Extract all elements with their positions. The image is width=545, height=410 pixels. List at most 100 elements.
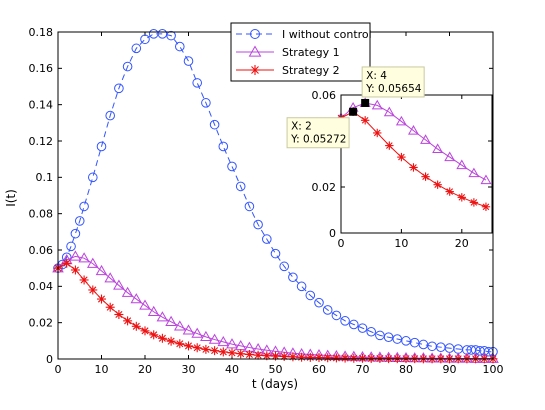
x-tick-label: 20: [138, 363, 152, 376]
legend-marker: [248, 45, 262, 57]
y-tick-label: 0.18: [29, 26, 54, 39]
inset-series-point: [468, 167, 480, 178]
series-point: [166, 336, 176, 346]
series-point: [253, 219, 263, 230]
series-point: [358, 353, 367, 363]
series-point: [244, 201, 255, 212]
series-point: [366, 326, 377, 337]
series-point: [69, 250, 82, 261]
series-point: [131, 43, 142, 54]
inset-series-point: [457, 193, 466, 202]
x-tick-label: 80: [399, 363, 413, 376]
series-point: [305, 352, 315, 362]
series-point: [191, 327, 204, 338]
series-point: [121, 286, 134, 297]
series-point: [104, 272, 117, 283]
series-point: [340, 353, 350, 363]
y-tick-label: 0.16: [29, 62, 54, 75]
series-point: [296, 281, 307, 292]
inset-series-point: [360, 116, 370, 125]
inset-series-point: [481, 202, 491, 211]
main-series-layer: [52, 29, 499, 364]
series-point: [86, 257, 99, 268]
series-point: [244, 349, 254, 359]
datatip-marker: [361, 98, 370, 107]
series-point: [226, 338, 238, 349]
series-point: [122, 61, 133, 72]
inset-series-point: [420, 134, 432, 144]
inset-series-point: [407, 125, 419, 135]
series-point: [123, 316, 133, 326]
series-point: [157, 333, 167, 343]
series-point: [349, 353, 359, 363]
x-tick-label: 90: [443, 363, 457, 376]
x-tick-label: 40: [225, 363, 239, 376]
series-point: [236, 349, 246, 359]
inset-series-point: [409, 163, 418, 172]
series-point: [182, 324, 195, 335]
y-axis-label: I(t): [4, 189, 18, 207]
series-point: [149, 330, 159, 340]
series-point: [165, 315, 177, 326]
series-point: [314, 353, 324, 363]
series-point: [357, 323, 368, 333]
inset-series-point: [421, 172, 430, 181]
inset-series-point: [385, 141, 394, 150]
datatip-marker: [349, 107, 358, 116]
legend-label: Strategy 1: [282, 46, 340, 59]
series-point: [262, 234, 272, 244]
series-point: [156, 311, 169, 322]
datatip-box: [361, 66, 425, 98]
series-point: [147, 305, 160, 316]
series-point: [140, 326, 150, 336]
series-point: [305, 290, 316, 301]
legend-label: I without control: [282, 28, 372, 41]
series-point: [200, 330, 212, 342]
series-point: [208, 333, 221, 344]
series-point: [114, 309, 124, 319]
series-point: [175, 41, 185, 52]
inset-y-tick-label: 0.06: [312, 89, 337, 102]
series-line: [57, 33, 493, 353]
series-point: [322, 305, 333, 315]
x-tick-label: 30: [182, 363, 196, 376]
inset-axes-box: [340, 94, 493, 234]
series-point: [340, 316, 350, 326]
series-point: [114, 83, 124, 94]
y-tick-label: 0.1: [36, 171, 54, 184]
inset-x-tick-label: 20: [455, 237, 469, 250]
series-point: [366, 353, 376, 363]
series-point: [288, 272, 298, 283]
series-point: [139, 299, 151, 310]
datatip-y-label: Y: 0.05654: [365, 83, 422, 95]
series-point: [331, 353, 341, 363]
series-point: [96, 141, 107, 152]
series-point: [349, 319, 359, 330]
y-tick-label: 0.12: [29, 135, 54, 148]
legend-marker: [250, 65, 260, 75]
inset-y-tick-label: 0: [329, 227, 336, 240]
x-tick-label: 100: [483, 363, 504, 376]
series-point: [184, 341, 193, 351]
y-tick-label: 0.06: [29, 244, 54, 257]
series-point: [209, 119, 220, 130]
series-point: [227, 161, 237, 172]
legend: I without control Strategy 1 Strategy 2: [230, 22, 372, 82]
datatip-x-label: X: 2: [291, 121, 312, 133]
y-tick-label: 0.08: [29, 208, 54, 221]
datatip-layer[interactable]: X: 4Y: 0.05654 X: 2Y: 0.05272: [286, 66, 425, 149]
inset-series-point: [397, 152, 406, 162]
series-point: [131, 321, 141, 331]
series-point: [70, 228, 81, 239]
series-point: [105, 302, 115, 312]
inset-series-point: [444, 151, 456, 162]
inset-x-tick-label: 0: [338, 237, 345, 250]
series-point: [279, 351, 289, 361]
series-point: [183, 56, 194, 66]
inset-series-point: [395, 115, 407, 126]
x-tick-label: 10: [95, 363, 109, 376]
legend-label: Strategy 2: [282, 64, 340, 77]
datatip-x-label: X: 4: [366, 70, 387, 82]
datatip-box: [286, 117, 350, 149]
